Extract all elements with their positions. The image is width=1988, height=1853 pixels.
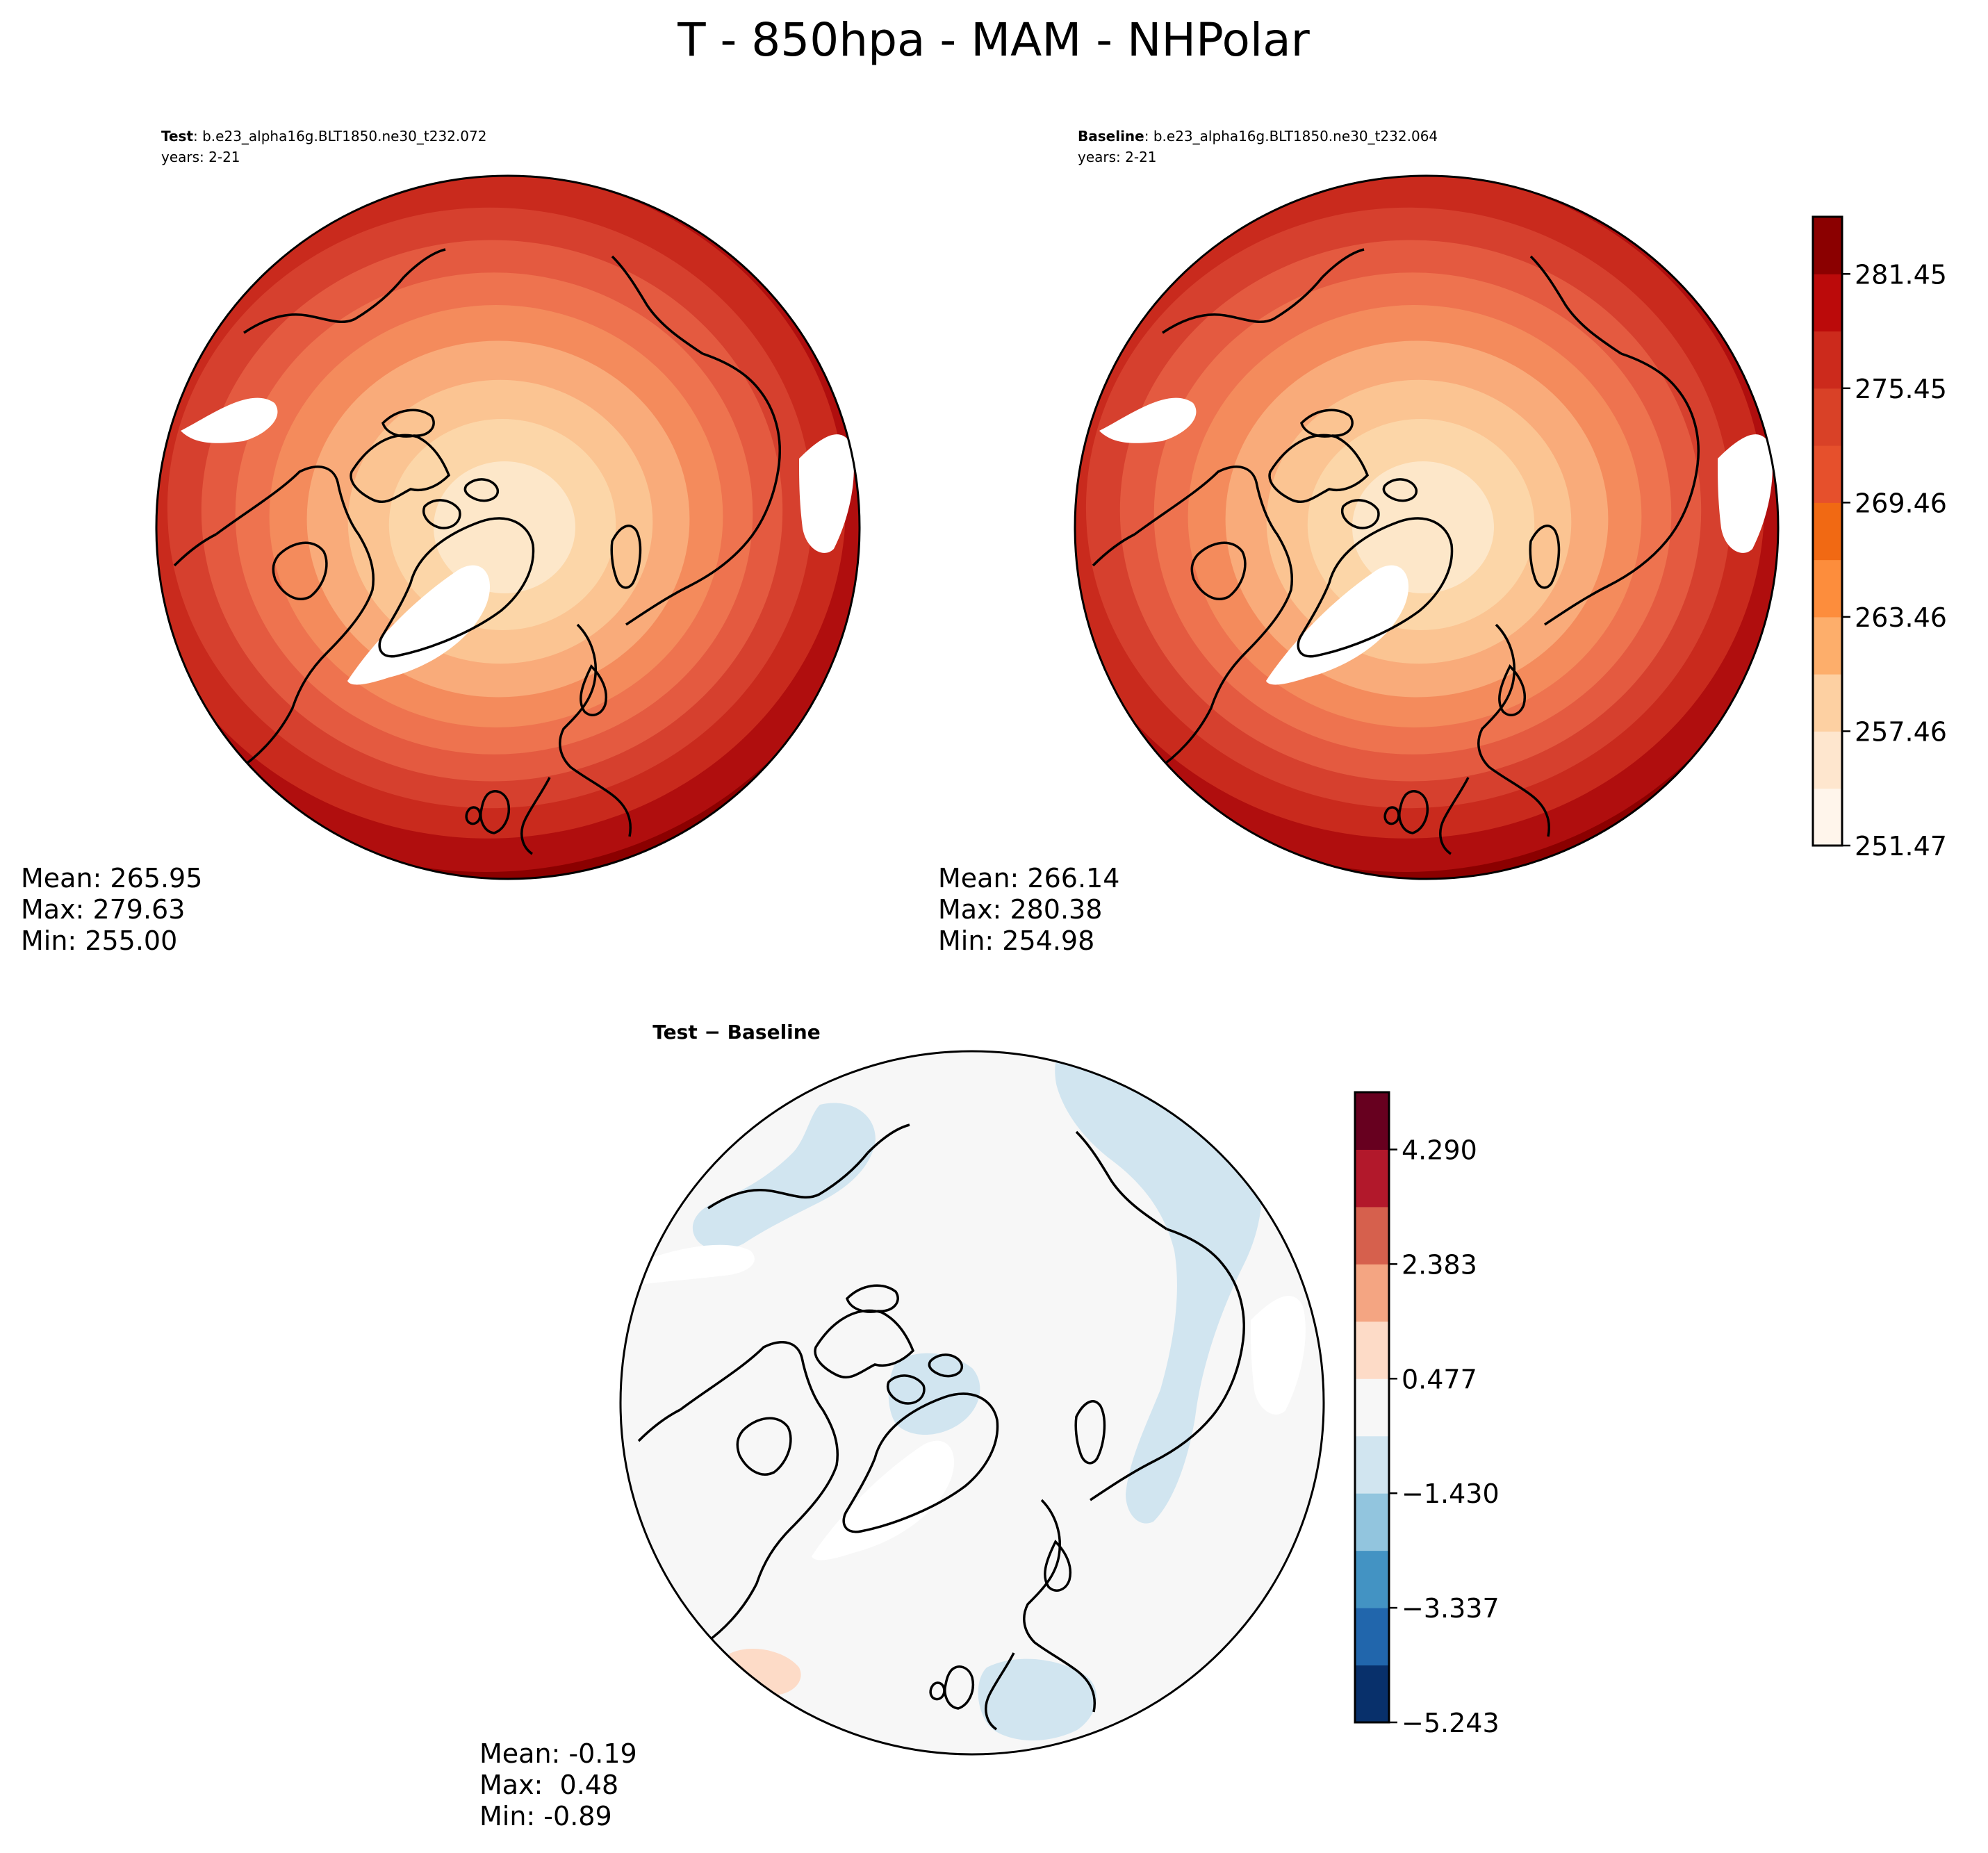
difference-colorbar-tick-label: −3.337 <box>1402 1593 1500 1624</box>
test-years: years: 2-21 <box>161 149 240 165</box>
difference-colorbar-frame <box>1354 1091 1390 1724</box>
difference-colorbar-segment <box>1355 1493 1389 1551</box>
absolute-colorbar-segment <box>1813 388 1842 446</box>
absolute-colorbar-segment <box>1813 502 1842 561</box>
absolute-colorbar-segment <box>1813 559 1842 618</box>
difference-colorbar-tick-label: 2.383 <box>1402 1249 1477 1280</box>
difference-colorbar-tick-label: 0.477 <box>1402 1364 1477 1394</box>
test-header-case: : b.e23_alpha16g.BLT1850.ne30_t232.072 <box>193 128 486 145</box>
difference-stat-max: Max: 0.48 <box>479 1770 618 1800</box>
difference-header: Test − Baseline <box>652 1021 820 1044</box>
baseline-panel: Baseline: b.e23_alpha16g.BLT1850.ne30_t2… <box>938 128 1780 956</box>
absolute-colorbar-segment <box>1813 331 1842 389</box>
test-missing-region <box>799 434 854 553</box>
difference-colorbar-tick-label: −5.243 <box>1402 1708 1500 1738</box>
difference-colorbar-tick-label: −1.430 <box>1402 1479 1500 1509</box>
absolute-colorbar: 281.45 275.45 269.46 263.46 257.46 251.47 <box>1812 215 1947 862</box>
absolute-colorbar-segment <box>1813 731 1842 789</box>
difference-stat-mean: Mean: -0.19 <box>479 1738 637 1769</box>
test-panel: Test: b.e23_alpha16g.BLT1850.ne30_t232.0… <box>21 128 861 956</box>
difference-colorbar-segment <box>1355 1264 1389 1322</box>
difference-colorbar-segment <box>1355 1665 1389 1723</box>
baseline-missing-region <box>1718 434 1773 553</box>
absolute-colorbar-tick-label: 251.47 <box>1855 831 1947 862</box>
test-missing-region <box>181 397 278 443</box>
baseline-map-boundary <box>1074 174 1780 880</box>
difference-panel: Test − Baseline Mean: -0.19 Max: 0.48 Mi… <box>479 1021 1325 1831</box>
test-stat-mean: Mean: 265.95 <box>21 863 202 893</box>
baseline-missing-region <box>1099 397 1197 443</box>
baseline-header: Baseline: b.e23_alpha16g.BLT1850.ne30_t2… <box>1078 128 1438 145</box>
difference-colorbar-tick-label: 4.290 <box>1402 1135 1477 1165</box>
test-map <box>156 176 860 879</box>
absolute-colorbar-segment <box>1813 674 1842 732</box>
absolute-colorbar-frame <box>1812 215 1843 847</box>
baseline-stat-min: Min: 254.98 <box>938 925 1094 956</box>
difference-colorbar-segment <box>1355 1435 1389 1494</box>
difference-colorbar-segment <box>1355 1092 1389 1150</box>
test-stat-max: Max: 279.63 <box>21 894 185 925</box>
difference-colorbar-segment <box>1355 1321 1389 1379</box>
absolute-colorbar-tick-label: 269.46 <box>1855 488 1947 518</box>
absolute-colorbar-segment <box>1813 616 1842 675</box>
difference-colorbar-segment <box>1355 1378 1389 1437</box>
figure-title: T - 850hpa - MAM - NHPolar <box>677 13 1310 67</box>
difference-stat-min: Min: -0.89 <box>479 1801 612 1831</box>
absolute-colorbar-tick-label: 281.45 <box>1855 259 1947 290</box>
difference-colorbar: 4.290 2.383 0.477 −1.430 −3.337 −5.243 <box>1354 1091 1500 1738</box>
baseline-header-case: : b.e23_alpha16g.BLT1850.ne30_t232.064 <box>1144 128 1438 145</box>
test-map-boundary <box>155 174 861 880</box>
baseline-stat-max: Max: 280.38 <box>938 894 1102 925</box>
baseline-header-label: Baseline <box>1078 128 1144 145</box>
difference-colorbar-segment <box>1355 1149 1389 1208</box>
baseline-years: years: 2-21 <box>1078 149 1157 165</box>
absolute-colorbar-tick-label: 257.46 <box>1855 716 1947 747</box>
test-stat-min: Min: 255.00 <box>21 925 177 956</box>
difference-map <box>621 1051 1324 1754</box>
test-header: Test: b.e23_alpha16g.BLT1850.ne30_t232.0… <box>161 128 486 145</box>
difference-negative-anomaly <box>978 1658 1097 1740</box>
difference-negative-anomaly <box>1055 1051 1263 1524</box>
absolute-colorbar-segment <box>1813 274 1842 332</box>
difference-colorbar-segment <box>1355 1608 1389 1666</box>
difference-colorbar-segment <box>1355 1550 1389 1608</box>
difference-missing-region <box>632 1244 755 1285</box>
baseline-stat-mean: Mean: 266.14 <box>938 863 1119 893</box>
absolute-colorbar-segment <box>1813 217 1842 274</box>
absolute-colorbar-segment <box>1813 788 1842 846</box>
absolute-colorbar-segment <box>1813 445 1842 503</box>
difference-colorbar-segment <box>1355 1206 1389 1265</box>
test-header-label: Test <box>161 128 193 145</box>
absolute-colorbar-tick-label: 275.45 <box>1855 374 1947 404</box>
absolute-colorbar-tick-label: 263.46 <box>1855 602 1947 633</box>
difference-negative-anomaly <box>692 1103 876 1250</box>
difference-map-boundary <box>619 1050 1325 1756</box>
difference-missing-region <box>1251 1296 1306 1415</box>
